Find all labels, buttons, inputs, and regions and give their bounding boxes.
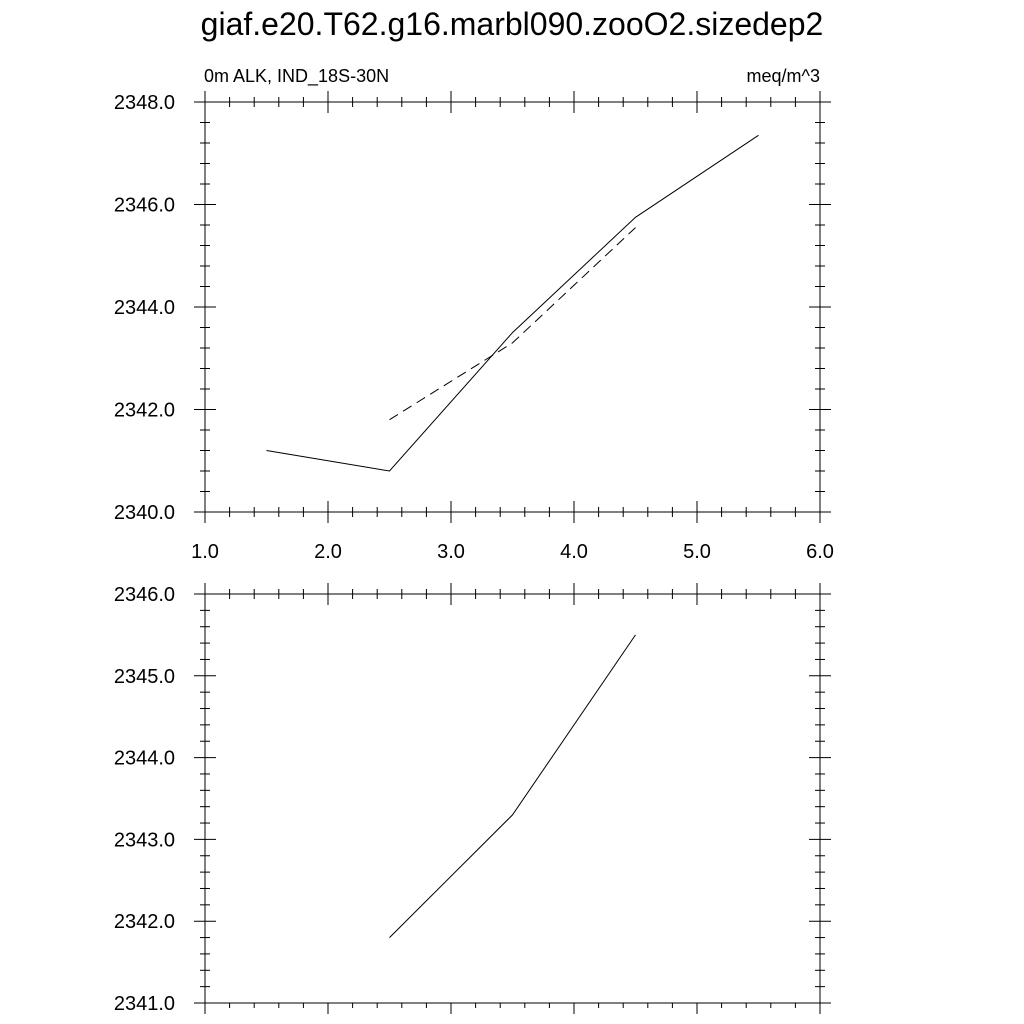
panel-left-label: 0m ALK, IND_18S-30N — [204, 66, 389, 87]
solid-series-line — [389, 634, 636, 938]
y-tick-label: 2345.0 — [114, 666, 175, 688]
bottom-panel: 2341.0 2342.0 2343.0 2344.0 2345.0 2346.0 — [114, 583, 831, 1015]
plot-frame — [204, 101, 821, 513]
x-tick-label: 4.0 — [560, 541, 588, 563]
y-tick-label: 2342.0 — [114, 400, 175, 422]
x-tick-label: 3.0 — [437, 541, 465, 563]
y-tick-label: 2346.0 — [114, 195, 175, 217]
y-tick-label: 2342.0 — [114, 911, 175, 933]
x-tick-label: 5.0 — [683, 541, 711, 563]
y-tick-label: 2348.0 — [114, 92, 175, 114]
dashed-series-line — [389, 227, 636, 421]
y-tick-label: 2346.0 — [114, 584, 175, 606]
y-tick-label: 2340.0 — [114, 502, 175, 524]
plot-frame — [204, 593, 821, 1004]
x-tick-label: 1.0 — [191, 541, 219, 563]
x-tick-label: 6.0 — [806, 541, 834, 563]
y-tick-label: 2341.0 — [114, 993, 175, 1015]
panel-right-label: meq/m^3 — [747, 66, 820, 86]
y-tick-label: 2344.0 — [114, 297, 175, 319]
x-tick-label: 2.0 — [314, 541, 342, 563]
y-tick-label: 2344.0 — [114, 748, 175, 770]
y-tick-label: 2343.0 — [114, 829, 175, 851]
top-panel: 0m ALK, IND_18S-30N meq/m^3 1.0 2.0 3.0 4.0… — [114, 66, 834, 563]
chart-title: giaf.e20.T62.g16.marbl090.zooO2.sizedep2 — [200, 6, 824, 42]
solid-series-line — [266, 134, 759, 472]
